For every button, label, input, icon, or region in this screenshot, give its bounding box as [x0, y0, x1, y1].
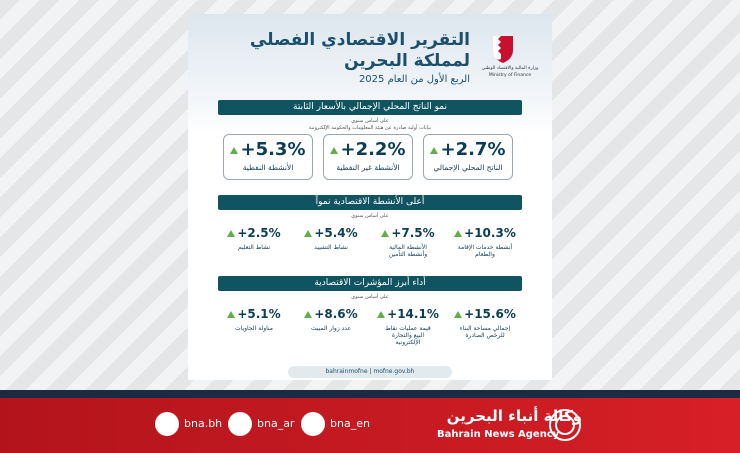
footer: bahrainmofne | mofne.gov.bh: [288, 366, 452, 378]
social-icon: [228, 412, 252, 436]
up-arrow: [377, 311, 386, 318]
infographic: التقرير الاقتصادي الفصلي لمملكة البحرين …: [188, 14, 552, 380]
value: +5.4%: [314, 226, 358, 240]
stat-value: +5.3%: [224, 139, 312, 160]
value: +2.2%: [340, 139, 406, 160]
value: +8.6%: [314, 307, 358, 321]
up-arrow: [230, 146, 239, 154]
ministry-en: Ministry of Finance: [488, 73, 532, 78]
stat-value: +7.5%: [372, 226, 444, 240]
section-title: نمو الناتج المحلي الإجمالي بالأسعار الثا…: [218, 100, 522, 115]
social-handle[interactable]: bna.bh: [184, 417, 223, 430]
subtitle: الربع الأول من العام 2025: [358, 74, 470, 85]
agency-logo: [549, 409, 581, 441]
stat-label: مناولة الحاويات: [235, 325, 273, 332]
value: +7.5%: [391, 226, 435, 240]
agency-ar: وكالة أنباء البحرين: [446, 407, 582, 425]
stat-value: +5.4%: [295, 226, 367, 240]
agency-bar: وكالة أنباء البحرين Bahrain News Agency …: [0, 398, 740, 453]
social-icon: [155, 412, 179, 436]
section-note: على أساس سنوي: [351, 294, 389, 300]
up-arrow: [454, 230, 463, 237]
up-arrow: [227, 230, 236, 237]
up-arrow: [304, 230, 313, 237]
ministry-ar: وزارة المالية والاقتصاد الوطني: [481, 66, 539, 71]
social-handle[interactable]: bna_en: [330, 417, 370, 430]
value: +2.7%: [440, 139, 506, 160]
up-arrow: [330, 146, 339, 154]
up-arrow: [227, 311, 236, 318]
value: +15.6%: [464, 307, 516, 321]
section-title: أعلى الأنشطة الاقتصادية نمواً: [218, 195, 522, 210]
stat-value: +2.5%: [218, 226, 290, 240]
section-title: أداء أبرز المؤشرات الاقتصادية: [218, 276, 522, 291]
value: +2.5%: [237, 226, 281, 240]
stat-label: الناتج المحلي الإجمالي: [433, 163, 503, 172]
value: +14.1%: [387, 307, 439, 321]
section-note: على أساس سنوي: [351, 118, 389, 124]
section-source: بيانات أولية صادرة عن هيئة المعلومات وال…: [308, 125, 432, 131]
stat-value: +2.7%: [424, 139, 512, 160]
social-icon: [301, 412, 325, 436]
title: التقرير الاقتصادي الفصلي: [249, 30, 470, 50]
stat-value: +2.2%: [324, 139, 412, 160]
stat-label: نشاط التعليم: [237, 244, 271, 251]
stat-value: +5.1%: [218, 307, 290, 321]
stat-label: الأنشطة النفطية: [242, 163, 294, 172]
stat-box: +5.3% الأنشطة النفطية: [223, 134, 313, 180]
stat-box: +2.2% الأنشطة غير النفطية: [323, 134, 413, 180]
logo: [493, 36, 513, 63]
stat-label: إجمالي مساحة البناء للرخص الصادرة: [459, 325, 511, 339]
agency-en: Bahrain News Agency: [437, 429, 560, 440]
stat-label: عدد زوار المبيت: [310, 325, 352, 332]
stat-box: +2.7% الناتج المحلي الإجمالي: [423, 134, 513, 180]
up-arrow: [304, 311, 313, 318]
stat-label: الأنشطة المالية وأنشطة التأمين: [388, 244, 428, 258]
stat-value: +14.1%: [372, 307, 444, 321]
stat-label: نشاط التشييد: [314, 244, 348, 251]
title: لمملكة البحرين: [344, 51, 470, 71]
value: +10.3%: [464, 226, 516, 240]
social-handle[interactable]: bna_ar: [257, 417, 295, 430]
stat-value: +15.6%: [449, 307, 521, 321]
stat-value: +10.3%: [449, 226, 521, 240]
value: +5.3%: [240, 139, 306, 160]
up-arrow: [454, 311, 463, 318]
stat-value: +8.6%: [295, 307, 367, 321]
up-arrow: [381, 230, 390, 237]
stripe: [0, 390, 740, 398]
value: +5.1%: [237, 307, 281, 321]
stat-label: أنشطة خدمات الإقامة والطعام: [457, 244, 513, 258]
section-note: على أساس سنوي: [351, 213, 389, 219]
up-arrow: [430, 146, 439, 154]
stat-label: قيمة عمليات نقاط البيع والتجارة الإلكترو…: [385, 325, 431, 346]
stat-label: الأنشطة غير النفطية: [336, 163, 400, 172]
